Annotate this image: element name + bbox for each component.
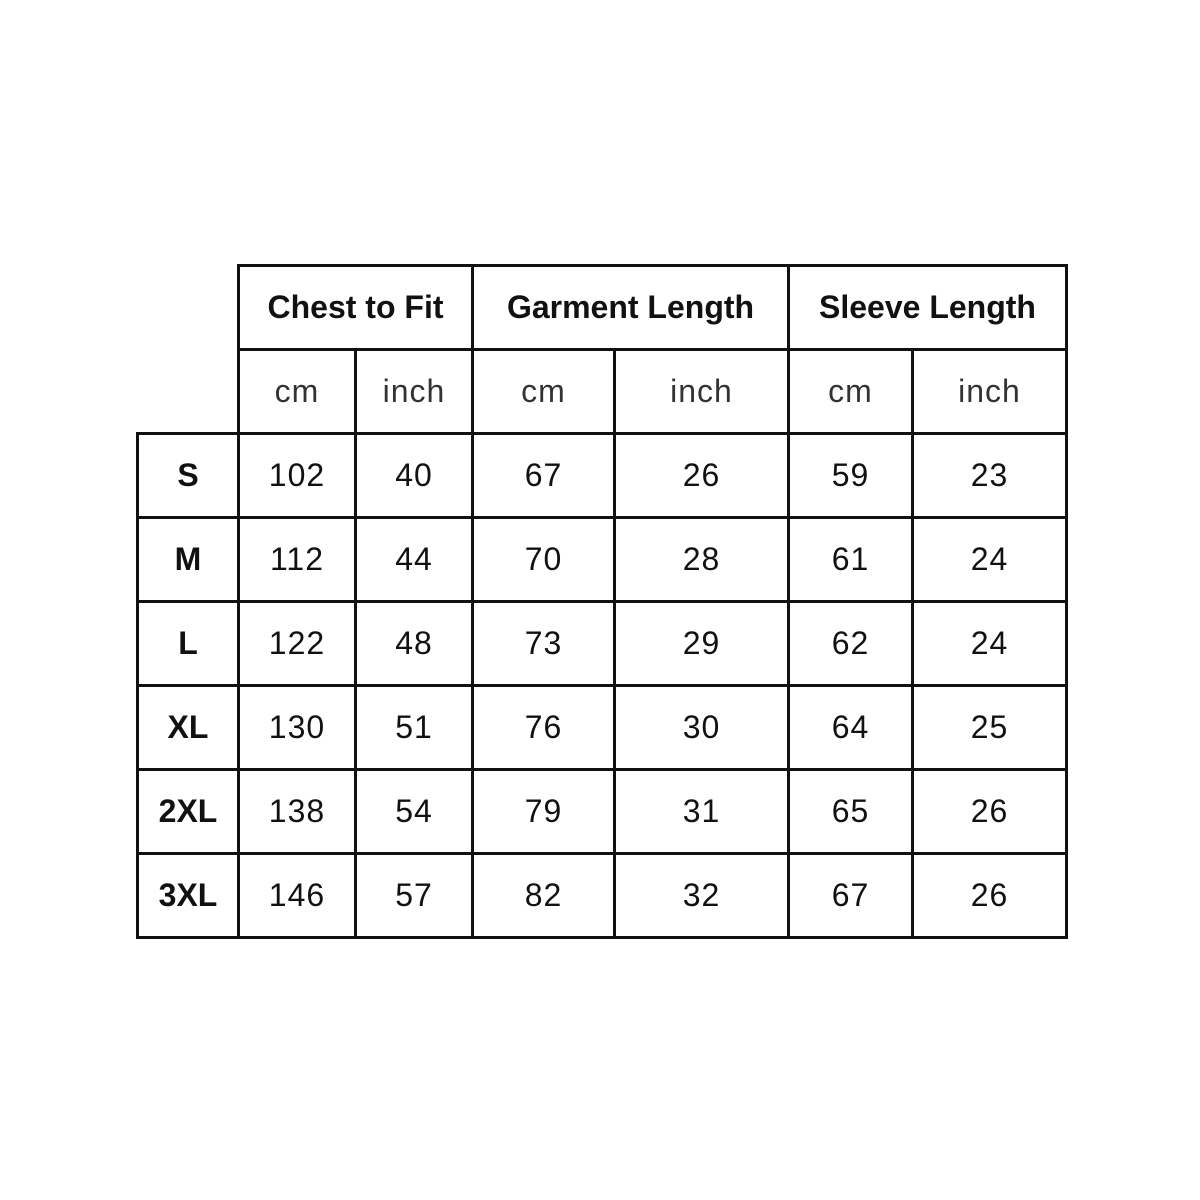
measurement-cell: 70 bbox=[471, 516, 616, 603]
measurement-cell: 112 bbox=[237, 516, 357, 603]
measurement-cell: 24 bbox=[911, 600, 1068, 687]
table-row: 2XL 138 54 79 31 65 26 bbox=[136, 768, 1068, 855]
measurement-cell: 146 bbox=[237, 852, 357, 939]
size-label: S bbox=[136, 432, 240, 519]
measurement-cell: 48 bbox=[354, 600, 474, 687]
measurement-cell: 31 bbox=[613, 768, 790, 855]
measurement-cell: 24 bbox=[911, 516, 1068, 603]
measurement-cell: 28 bbox=[613, 516, 790, 603]
measurement-cell: 23 bbox=[911, 432, 1068, 519]
measurement-cell: 64 bbox=[787, 684, 914, 771]
measurement-cell: 32 bbox=[613, 852, 790, 939]
measurement-cell: 65 bbox=[787, 768, 914, 855]
size-label: 3XL bbox=[136, 852, 240, 939]
measurement-cell: 62 bbox=[787, 600, 914, 687]
measurement-cell: 102 bbox=[237, 432, 357, 519]
measurement-cell: 67 bbox=[787, 852, 914, 939]
measurement-cell: 73 bbox=[471, 600, 616, 687]
table-row: L 122 48 73 29 62 24 bbox=[136, 600, 1068, 687]
measurement-cell: 54 bbox=[354, 768, 474, 855]
measurement-cell: 51 bbox=[354, 684, 474, 771]
measurement-cell: 76 bbox=[471, 684, 616, 771]
table-row: S 102 40 67 26 59 23 bbox=[136, 432, 1068, 519]
measurement-cell: 44 bbox=[354, 516, 474, 603]
empty-corner-cell bbox=[137, 265, 240, 350]
empty-corner-cell bbox=[137, 349, 240, 434]
table-row: 3XL 146 57 82 32 67 26 bbox=[136, 852, 1068, 939]
measurement-cell: 138 bbox=[237, 768, 357, 855]
measurement-cell: 59 bbox=[787, 432, 914, 519]
measurement-cell: 79 bbox=[471, 768, 616, 855]
table-row: XL 130 51 76 30 64 25 bbox=[136, 684, 1068, 771]
measurement-cell: 40 bbox=[354, 432, 474, 519]
measurement-cell: 67 bbox=[471, 432, 616, 519]
measurement-cell: 26 bbox=[911, 852, 1068, 939]
group-header-chest: Chest to Fit bbox=[237, 264, 474, 351]
size-label: 2XL bbox=[136, 768, 240, 855]
measurement-cell: 82 bbox=[471, 852, 616, 939]
measurement-cell: 25 bbox=[911, 684, 1068, 771]
measurement-cell: 26 bbox=[911, 768, 1068, 855]
size-label: L bbox=[136, 600, 240, 687]
size-label: M bbox=[136, 516, 240, 603]
group-header-row: Chest to Fit Garment Length Sleeve Lengt… bbox=[137, 264, 1068, 351]
unit-header: cm bbox=[471, 348, 616, 435]
group-header-sleeve-length: Sleeve Length bbox=[787, 264, 1068, 351]
unit-header: inch bbox=[911, 348, 1068, 435]
unit-header: inch bbox=[354, 348, 474, 435]
measurement-cell: 57 bbox=[354, 852, 474, 939]
measurement-cell: 26 bbox=[613, 432, 790, 519]
table-row: M 112 44 70 28 61 24 bbox=[136, 516, 1068, 603]
size-chart-table: Chest to Fit Garment Length Sleeve Lengt… bbox=[136, 264, 1068, 939]
size-label: XL bbox=[136, 684, 240, 771]
measurement-cell: 30 bbox=[613, 684, 790, 771]
unit-header: cm bbox=[787, 348, 914, 435]
measurement-cell: 61 bbox=[787, 516, 914, 603]
unit-header: cm bbox=[237, 348, 357, 435]
unit-header-row: cm inch cm inch cm inch bbox=[137, 348, 1068, 435]
group-header-garment-length: Garment Length bbox=[471, 264, 790, 351]
measurement-cell: 122 bbox=[237, 600, 357, 687]
measurement-cell: 29 bbox=[613, 600, 790, 687]
unit-header: inch bbox=[613, 348, 790, 435]
measurement-cell: 130 bbox=[237, 684, 357, 771]
